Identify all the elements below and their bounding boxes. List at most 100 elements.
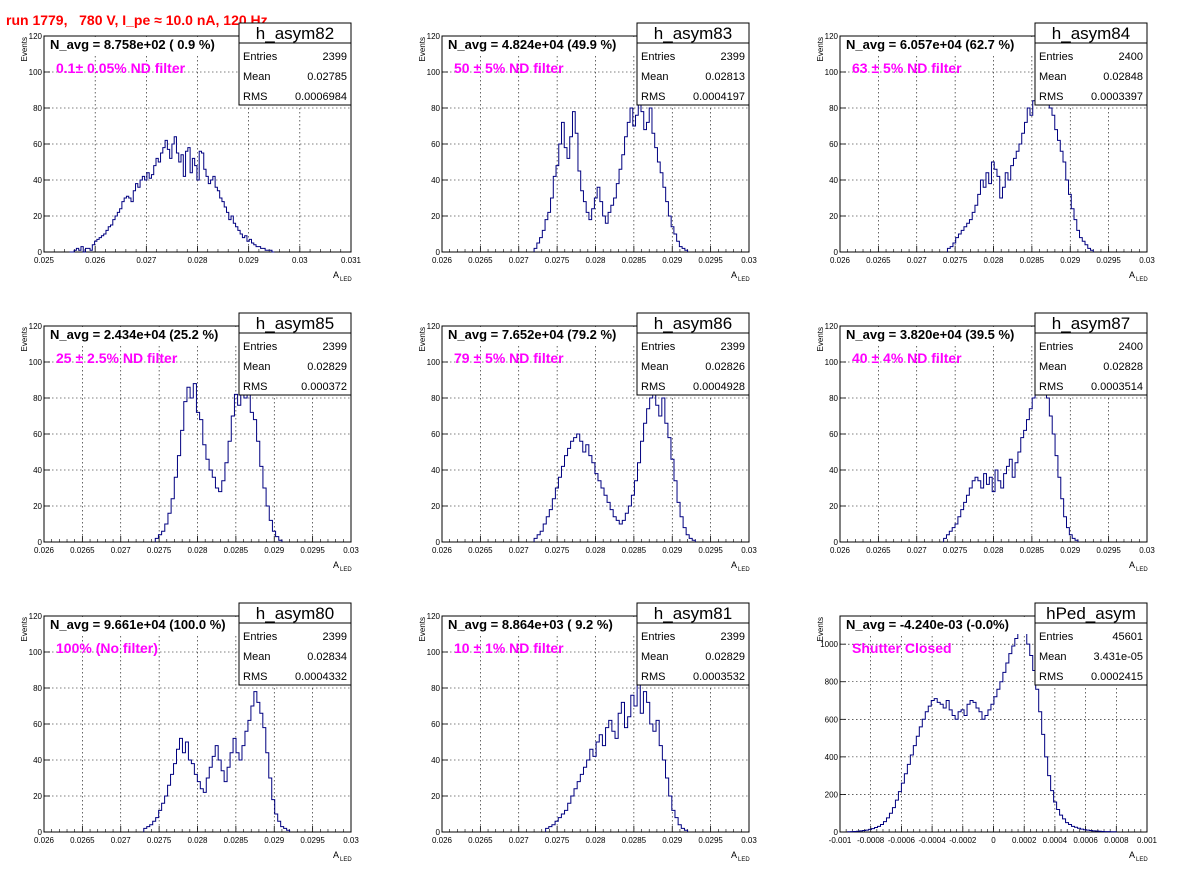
x-axis-label-subscript: LED: [738, 277, 750, 283]
x-tick-label: 0.029: [239, 256, 260, 265]
stats-mean-label: Mean: [243, 651, 271, 663]
stats-entries-label: Entries: [243, 631, 278, 643]
y-tick-label: 100: [825, 68, 839, 77]
y-tick-label: 80: [829, 104, 838, 113]
stats-mean-value: 0.02848: [1103, 71, 1143, 83]
y-tick-label: 120: [427, 32, 441, 41]
x-tick-label: 0.0285: [1020, 256, 1045, 265]
x-tick-label: 0.027: [509, 836, 530, 845]
stats-box-title: h_asym83: [654, 24, 732, 43]
y-tick-label: 120: [29, 322, 43, 331]
stats-mean-label: Mean: [641, 361, 669, 373]
histogram-line: [154, 383, 283, 542]
y-tick-label: 120: [427, 612, 441, 621]
stats-box-title: h_asym80: [256, 604, 334, 623]
x-tick-label: 0.0275: [545, 836, 570, 845]
y-tick-label: 0: [38, 248, 43, 257]
x-tick-label: 0.0265: [70, 836, 95, 845]
x-tick-label: 0.026: [34, 546, 55, 555]
y-tick-label: 60: [431, 430, 440, 439]
stats-mean-label: Mean: [641, 71, 669, 83]
y-tick-label: 100: [427, 648, 441, 657]
stats-entries-value: 45601: [1112, 631, 1143, 643]
y-axis-label: Events: [20, 327, 29, 351]
x-tick-label: 0.029: [662, 836, 683, 845]
stats-box: [636, 312, 750, 396]
stats-box: [238, 312, 352, 396]
stats-box: [1034, 602, 1148, 686]
navg-box: [841, 327, 1072, 344]
histogram-panel-h_asym82: 0.025 0.026 0.027 0.028 0.029 0.03 0.031 0 20 40 6…: [20, 22, 362, 283]
stats-box-title: h_asym87: [1052, 314, 1130, 333]
x-tick-label: -0.001: [829, 836, 852, 845]
histogram-panel-h_asym81: 0.026 0.0265 0.027 0.0275 0.028 0.0285 0.029 0.…: [418, 602, 757, 863]
y-tick-label: 20: [431, 212, 440, 221]
y-tick-label: 200: [825, 790, 839, 799]
y-tick-label: 40: [431, 466, 440, 475]
stats-rms-value: 0.0004928: [693, 381, 745, 393]
y-tick-label: 20: [431, 502, 440, 511]
x-tick-label: 0.027: [136, 256, 157, 265]
histogram-line: [847, 628, 1117, 833]
x-tick-label: 0.0265: [468, 546, 493, 555]
x-axis-label: A: [1129, 270, 1135, 280]
stats-entries-label: Entries: [641, 51, 676, 63]
stats-box-title: h_asym82: [256, 24, 334, 43]
y-tick-label: 1000: [820, 640, 838, 649]
x-tick-label: 0.0295: [698, 256, 723, 265]
y-tick-label: 120: [825, 32, 839, 41]
navg-label: N_avg = 8.864e+03 ( 9.2 %): [448, 617, 613, 632]
x-tick-label: 0.0265: [468, 256, 493, 265]
filter-label: Shutter Closed: [852, 640, 952, 656]
histogram-panel-h_asym83: 0.026 0.0265 0.027 0.0275 0.028 0.0285 0.029 0.…: [418, 22, 757, 283]
x-tick-label: 0.0265: [866, 546, 891, 555]
stats-rms-label: RMS: [1039, 671, 1063, 683]
stats-rms-value: 0.0003397: [1091, 91, 1143, 103]
y-axis-label: Events: [20, 37, 29, 61]
filter-label: 50 ± 5% ND filter: [454, 60, 564, 76]
x-axis-label: A: [333, 270, 339, 280]
stats-entries-label: Entries: [1039, 631, 1074, 643]
stats-entries-value: 2399: [721, 341, 745, 353]
y-tick-label: 0: [834, 538, 839, 547]
y-tick-label: 40: [33, 176, 42, 185]
x-tick-label: 0.03: [741, 546, 757, 555]
x-tick-label: 0.0295: [300, 546, 325, 555]
histogram-line: [533, 383, 696, 542]
stats-entries-value: 2400: [1119, 51, 1143, 63]
x-tick-label: 0.028: [585, 256, 606, 265]
navg-box: [45, 327, 276, 344]
stats-box: [1034, 22, 1148, 106]
histogram-panel-hPed_asym: -0.001 -0.0008 -0.0006 -0.0004 -0.0002 0 0.000…: [816, 602, 1158, 863]
x-axis-label: A: [731, 270, 737, 280]
navg-box: [443, 37, 674, 54]
y-tick-label: 40: [431, 756, 440, 765]
x-tick-label: 0.029: [662, 546, 683, 555]
y-tick-label: 0: [436, 248, 441, 257]
histogram-line: [946, 89, 1094, 252]
x-axis-label: A: [333, 560, 339, 570]
stats-box-title: h_asym81: [654, 604, 732, 623]
stats-entries-label: Entries: [641, 341, 676, 353]
stats-rms-label: RMS: [641, 91, 665, 103]
y-tick-label: 0: [436, 828, 441, 837]
x-tick-label: 0.0008: [1104, 836, 1129, 845]
stats-mean-label: Mean: [243, 71, 271, 83]
stats-rms-label: RMS: [641, 381, 665, 393]
stats-mean-value: 0.02834: [307, 651, 347, 663]
stats-rms-value: 0.0004332: [295, 671, 347, 683]
stats-box: [1034, 312, 1148, 396]
stats-mean-label: Mean: [1039, 361, 1067, 373]
x-tick-label: 0.0265: [866, 256, 891, 265]
stats-mean-label: Mean: [243, 361, 271, 373]
stats-rms-label: RMS: [641, 671, 665, 683]
stats-mean-value: 0.02813: [705, 71, 745, 83]
x-tick-label: 0.0285: [224, 836, 249, 845]
x-tick-label: 0.03: [343, 546, 359, 555]
y-tick-label: 20: [431, 792, 440, 801]
x-tick-label: 0.0285: [1020, 546, 1045, 555]
y-tick-label: 80: [33, 684, 42, 693]
y-tick-label: 100: [427, 358, 441, 367]
y-tick-label: 60: [829, 430, 838, 439]
y-tick-label: 40: [829, 466, 838, 475]
